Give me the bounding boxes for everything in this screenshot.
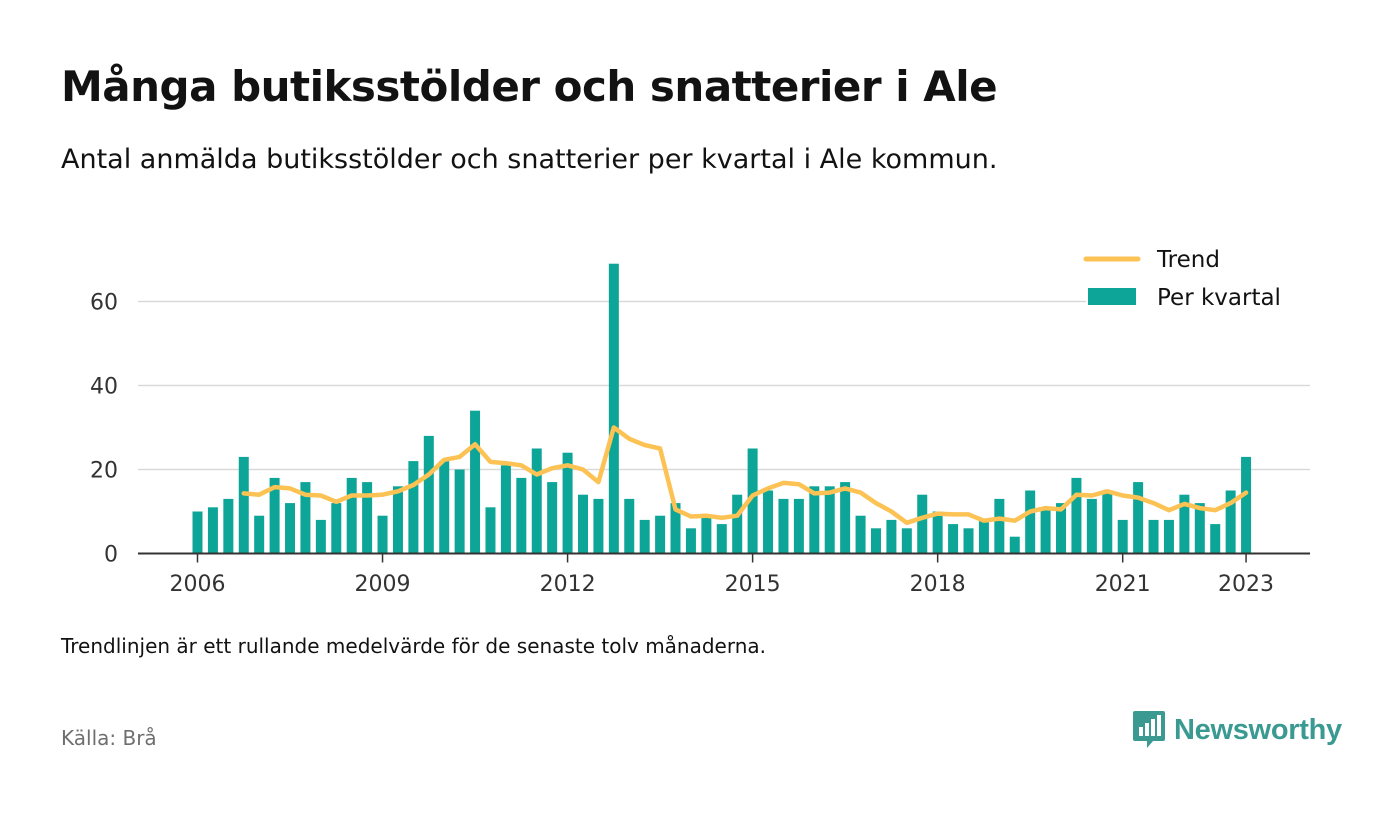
bar bbox=[500, 465, 511, 554]
bar bbox=[809, 486, 820, 554]
x-tick-label: 2018 bbox=[910, 572, 966, 597]
trend-line bbox=[241, 425, 1249, 526]
bar bbox=[1210, 524, 1221, 554]
bar bbox=[1194, 503, 1205, 554]
bar bbox=[624, 498, 635, 554]
bar bbox=[207, 507, 218, 554]
bar bbox=[485, 507, 496, 554]
bar bbox=[254, 515, 265, 554]
bar bbox=[346, 477, 357, 554]
bar bbox=[670, 503, 681, 554]
bar bbox=[793, 498, 804, 554]
legend-bar-swatch bbox=[1088, 288, 1136, 305]
bar bbox=[917, 494, 928, 554]
x-tick-label: 2009 bbox=[355, 572, 411, 597]
bar bbox=[685, 528, 696, 554]
bar bbox=[1071, 477, 1082, 554]
bar bbox=[1148, 519, 1159, 554]
x-axis-ticks: 2006 2009 2012 2015 2018 2021 2023 bbox=[170, 553, 1274, 597]
bar bbox=[978, 519, 989, 554]
bar bbox=[1163, 519, 1174, 554]
bar bbox=[1133, 482, 1144, 554]
gridlines bbox=[138, 300, 1310, 471]
bar bbox=[1056, 503, 1067, 554]
bar bbox=[423, 435, 434, 554]
legend: Trend Per kvartal bbox=[1083, 239, 1312, 315]
chart-subtitle: Antal anmälda butiksstölder och snatteri… bbox=[61, 144, 998, 175]
bar bbox=[1025, 490, 1036, 554]
bar bbox=[285, 503, 296, 554]
bar bbox=[408, 461, 419, 554]
bar bbox=[362, 482, 373, 554]
bar bbox=[1102, 490, 1113, 554]
bar bbox=[470, 410, 481, 554]
bar bbox=[331, 503, 342, 554]
y-tick-label: 40 bbox=[90, 375, 118, 400]
bar bbox=[1117, 519, 1128, 554]
bar bbox=[593, 498, 604, 554]
source-label: Källa: Brå bbox=[61, 726, 157, 750]
bar bbox=[824, 486, 835, 554]
bar bbox=[269, 477, 280, 554]
bar bbox=[1086, 498, 1097, 554]
bar bbox=[238, 456, 249, 554]
bar bbox=[377, 515, 388, 554]
bar bbox=[516, 477, 527, 554]
newsworthy-logo-icon bbox=[1133, 711, 1165, 748]
bar bbox=[948, 524, 959, 554]
bar bbox=[732, 494, 743, 554]
bar bbox=[701, 515, 712, 554]
y-axis-ticks: 0 20 40 60 bbox=[90, 291, 118, 568]
bar bbox=[578, 494, 588, 554]
footnote: Trendlinjen är ett rullande medelvärde f… bbox=[61, 634, 767, 658]
legend-bar-label: Per kvartal bbox=[1157, 285, 1281, 311]
bar bbox=[747, 448, 758, 554]
bar-series bbox=[192, 263, 1252, 554]
bar bbox=[639, 519, 650, 554]
legend-trend-label: Trend bbox=[1156, 247, 1220, 273]
bar bbox=[1241, 456, 1252, 554]
bar bbox=[300, 482, 311, 554]
bar bbox=[963, 528, 974, 554]
bar bbox=[192, 511, 203, 554]
bar bbox=[870, 528, 881, 554]
bar bbox=[392, 486, 403, 554]
bar bbox=[901, 528, 912, 554]
bar bbox=[1009, 536, 1020, 554]
bar bbox=[547, 482, 558, 554]
bar bbox=[1040, 507, 1051, 554]
bar bbox=[840, 482, 851, 554]
bar bbox=[1225, 490, 1236, 554]
bar bbox=[886, 519, 897, 554]
bar bbox=[655, 515, 666, 554]
x-tick-label: 2015 bbox=[725, 572, 781, 597]
x-tick-label: 2006 bbox=[170, 572, 226, 597]
bar bbox=[531, 448, 542, 554]
y-tick-label: 0 bbox=[104, 543, 118, 568]
bar bbox=[763, 490, 774, 554]
bar bbox=[223, 498, 234, 554]
x-tick-label: 2023 bbox=[1218, 572, 1274, 597]
bar bbox=[608, 263, 619, 554]
brand-logo: Newsworthy bbox=[1132, 710, 1342, 750]
bar bbox=[994, 498, 1005, 554]
y-tick-label: 60 bbox=[90, 291, 118, 316]
bar bbox=[716, 524, 727, 554]
bar bbox=[562, 452, 573, 554]
x-tick-label: 2012 bbox=[540, 572, 596, 597]
chart-title: Många butiksstölder och snatterier i Ale bbox=[61, 62, 998, 111]
y-tick-label: 20 bbox=[90, 459, 118, 484]
bar bbox=[932, 511, 943, 554]
bar bbox=[778, 498, 789, 554]
bar bbox=[315, 519, 326, 554]
bar bbox=[1179, 494, 1190, 554]
bar bbox=[439, 461, 450, 554]
x-tick-label: 2021 bbox=[1095, 572, 1151, 597]
bar bbox=[855, 515, 866, 554]
bar bbox=[454, 469, 465, 554]
brand-name: Newsworthy bbox=[1174, 713, 1342, 746]
